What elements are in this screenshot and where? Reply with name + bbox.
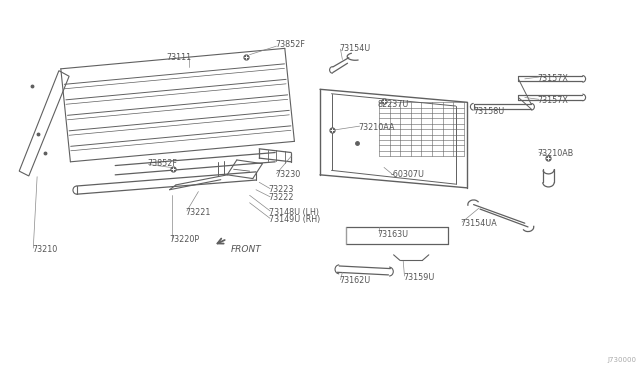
Text: 73111: 73111 — [166, 53, 192, 62]
Text: 73163U: 73163U — [378, 230, 409, 239]
Text: 73223: 73223 — [269, 185, 294, 194]
Text: 73158U: 73158U — [474, 107, 505, 116]
Text: 73852F: 73852F — [275, 40, 305, 49]
Text: 73159U: 73159U — [403, 273, 435, 282]
Text: FRONT: FRONT — [230, 245, 261, 254]
Text: 73157X: 73157X — [538, 96, 568, 105]
Text: 73157X: 73157X — [538, 74, 568, 83]
Text: J730000: J730000 — [608, 357, 637, 363]
Text: -60307U: -60307U — [390, 170, 424, 179]
Text: 82237U: 82237U — [378, 100, 409, 109]
Text: 73210: 73210 — [32, 245, 57, 254]
Text: 73210AA: 73210AA — [358, 123, 395, 132]
Text: 73149U (RH): 73149U (RH) — [269, 215, 320, 224]
Text: 73154U: 73154U — [339, 44, 371, 53]
Text: 73210AB: 73210AB — [538, 149, 574, 158]
Text: 73221: 73221 — [186, 208, 211, 217]
Text: 73148U (LH): 73148U (LH) — [269, 208, 319, 217]
Text: 73154UA: 73154UA — [461, 219, 497, 228]
Text: 73222: 73222 — [269, 193, 294, 202]
Text: 73852F: 73852F — [147, 159, 177, 168]
Text: 73230: 73230 — [275, 170, 300, 179]
Text: 73162U: 73162U — [339, 276, 371, 285]
Text: 73220P: 73220P — [170, 235, 200, 244]
